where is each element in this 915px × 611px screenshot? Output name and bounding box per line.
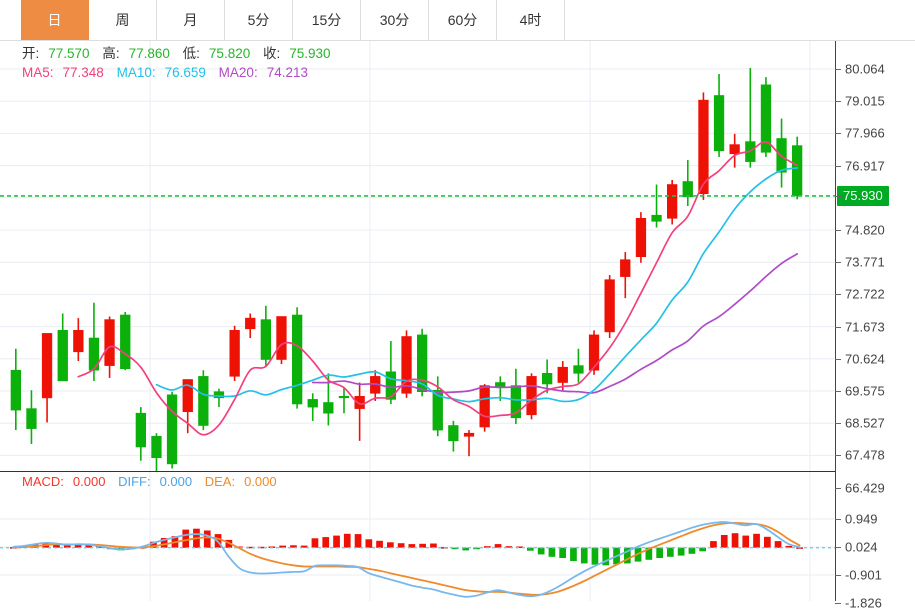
- macd-chart-svg: [0, 472, 835, 601]
- axis-tick: [835, 294, 841, 296]
- price-axis-label: 66.429: [845, 480, 885, 496]
- dea-value: 0.000: [244, 474, 277, 489]
- axis-tick: [835, 455, 841, 457]
- tab-label: 30分: [379, 12, 410, 28]
- panel-divider: [0, 471, 835, 472]
- macd-axis: 0.949 0.024 -0.901 -1.826: [835, 472, 915, 611]
- tab-label: 60分: [447, 12, 478, 28]
- ma10-line: [155, 167, 799, 403]
- axis-tick: [835, 358, 841, 360]
- axis-tick: [835, 547, 841, 548]
- price-axis-label: 80.064: [845, 61, 885, 77]
- macd-axis-label: 0.949: [845, 511, 878, 527]
- price-axis-label: 79.015: [845, 93, 885, 109]
- quote-readout: 开: 77.570 高: 77.860 低: 75.820 收: 75.930 MA5:…: [22, 44, 340, 82]
- tab-4hour[interactable]: 4时: [497, 0, 565, 40]
- tab-label: 月: [183, 12, 198, 28]
- macd-chart-panel[interactable]: [0, 472, 835, 601]
- tab-label: 5分: [247, 12, 270, 28]
- price-axis-label: 74.820: [845, 222, 885, 238]
- price-axis: 80.064 79.015 77.966 76.917 74.820 73.771 72.7…: [835, 41, 915, 495]
- low-value: 75.820: [208, 46, 251, 61]
- macd-axis-label: 0.024: [845, 539, 878, 555]
- axis-tick: [835, 603, 841, 604]
- ma10-label: MA10:: [116, 65, 156, 80]
- high-value: 77.860: [128, 46, 170, 61]
- tab-label: 15分: [311, 12, 342, 28]
- dea-label: DEA:: [204, 474, 236, 489]
- dea-line: [12, 522, 801, 596]
- tab-label: 周: [115, 12, 130, 28]
- low-label: 低:: [182, 46, 200, 61]
- ma20-line: [311, 253, 799, 394]
- ma20-value: 74.213: [266, 65, 308, 80]
- ma-row: MA5: 77.348 MA10: 76.659 MA20: 74.213: [22, 63, 340, 82]
- axis-tick: [835, 390, 841, 392]
- axis-tick: [835, 326, 841, 328]
- diff-value: 0.000: [159, 474, 193, 489]
- ma10-value: 76.659: [164, 65, 206, 80]
- ma5-value: 77.348: [62, 65, 104, 80]
- axis-tick: [835, 423, 841, 425]
- tab-month[interactable]: 月: [157, 0, 225, 40]
- price-axis-label: 73.771: [845, 254, 885, 270]
- price-axis-label: 68.527: [845, 415, 885, 431]
- axis-tick: [835, 519, 841, 520]
- open-value: 77.570: [48, 46, 90, 61]
- diff-line: [12, 521, 801, 598]
- axis-separator: [835, 41, 836, 601]
- price-chart-panel[interactable]: [0, 41, 835, 471]
- diff-label: DIFF:: [118, 474, 151, 489]
- price-axis-label: 76.917: [845, 158, 885, 174]
- macd-value: 0.000: [72, 474, 106, 489]
- ma20-label: MA20:: [218, 65, 258, 80]
- axis-tick: [835, 487, 841, 489]
- price-axis-label: 67.478: [845, 447, 885, 463]
- tab-15min[interactable]: 15分: [293, 0, 361, 40]
- tab-60min[interactable]: 60分: [429, 0, 497, 40]
- tab-label: 日: [47, 12, 62, 28]
- high-label: 高:: [102, 46, 120, 61]
- timeframe-tabbar: 日 周 月 5分 15分 30分 60分 4时: [0, 0, 915, 41]
- axis-tick: [835, 229, 841, 231]
- close-value: 75.930: [289, 46, 331, 61]
- axis-tick: [835, 195, 841, 197]
- last-price-badge: 75.930: [837, 185, 889, 206]
- axis-tick: [835, 101, 841, 103]
- tab-day[interactable]: 日: [21, 0, 89, 40]
- price-axis-label: 69.575: [845, 383, 885, 399]
- ma5-line: [77, 141, 799, 436]
- tab-week[interactable]: 周: [89, 0, 157, 40]
- axis-tick: [835, 575, 841, 576]
- close-label: 收:: [262, 46, 281, 61]
- macd-axis-label: -0.901: [845, 567, 882, 583]
- macd-label: MACD:: [22, 474, 64, 489]
- axis-tick: [835, 262, 841, 264]
- tab-label: 4时: [519, 12, 542, 28]
- candlestick-series: [10, 67, 803, 471]
- macd-legend: MACD: 0.000 DIFF: 0.000 DEA: 0.000: [22, 474, 286, 489]
- ohlc-row: 开: 77.570 高: 77.860 低: 75.820 收: 75.930: [22, 44, 340, 63]
- tab-5min[interactable]: 5分: [225, 0, 293, 40]
- price-axis-label: 71.673: [845, 319, 885, 335]
- tab-30min[interactable]: 30分: [361, 0, 429, 40]
- axis-tick: [835, 133, 841, 135]
- price-axis-label: 70.624: [845, 351, 885, 367]
- price-chart-svg: [0, 41, 835, 471]
- price-axis-label: 77.966: [845, 125, 885, 141]
- price-axis-label: 72.722: [845, 286, 885, 302]
- axis-tick: [835, 165, 841, 167]
- open-label: 开:: [22, 46, 40, 61]
- axis-tick: [835, 69, 841, 70]
- macd-axis-label: -1.826: [845, 595, 882, 611]
- ma5-label: MA5:: [22, 65, 54, 80]
